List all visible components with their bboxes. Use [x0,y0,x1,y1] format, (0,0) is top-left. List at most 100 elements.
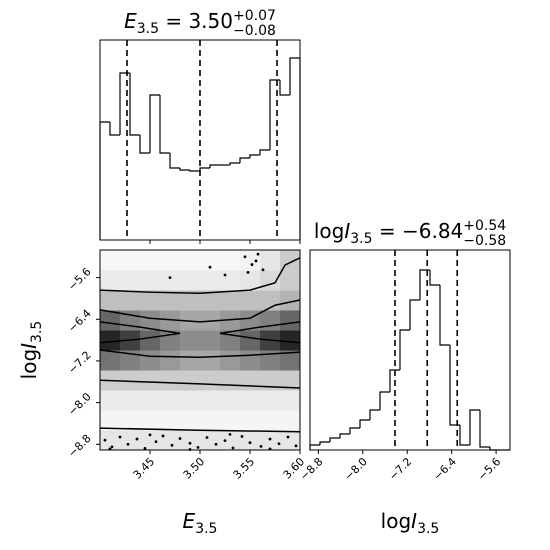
label-prefix: log [381,509,412,533]
hist-step [199,167,210,171]
density-cell [200,390,221,411]
sample-point [208,265,212,269]
hist-step [159,95,170,154]
density-cell [240,290,261,311]
density-cell [280,270,301,291]
hist-step [179,168,190,171]
hist-step [169,153,180,169]
y-tick-label: −8.0 [66,390,94,418]
sample-point [223,439,227,443]
label-symbol: I [344,219,350,243]
density-cell [160,250,181,271]
x-axis-label: E3.5 [183,509,218,537]
sample-point [214,442,218,446]
density-cell [120,430,141,451]
hist-step [239,157,250,163]
density-cell [260,270,281,291]
label-prefix: log [17,349,41,380]
density-cell [160,270,181,291]
label-symbol: I [411,509,417,533]
contour [99,379,301,389]
density-cell [140,370,161,391]
label-symbol: E [124,9,137,33]
density-cell [280,310,301,331]
sample-point [103,438,107,442]
hist-step [229,162,240,165]
hist-step [459,425,470,446]
label-subscript: 3.5 [137,21,159,37]
hist-step [429,270,440,286]
density-cell [200,370,221,391]
hist-step [329,437,340,442]
density-cell [260,410,281,431]
density-cell [240,430,261,451]
density-cell [120,250,141,271]
sample-point [154,440,158,444]
density-cell [200,290,221,311]
x-tick-label: −7.2 [386,455,414,483]
density-cell [160,390,181,411]
density-cell [280,370,301,391]
sample-point [256,252,260,256]
x-tick-label: 3.50 [181,455,208,482]
hist-step [399,329,410,370]
sample-point [126,442,130,446]
density-cell [180,370,201,391]
y-tick-label: −7.2 [66,349,94,377]
density-cell [220,350,241,371]
panel-title: logI3.5 = −6.84+0.54 −0.58 [314,218,506,249]
sample-point [205,436,209,439]
density-cell [200,410,221,431]
density-cell [120,270,141,291]
density-cell [240,350,261,371]
density-cell [200,330,221,351]
sample-point [231,446,235,450]
density-cell [180,390,201,411]
density-cell [140,310,161,331]
sample-point [170,443,174,447]
density-cell [220,290,241,311]
density-cell [160,350,181,371]
density-cell [220,270,241,291]
density-cell [140,330,161,351]
label-value: = 3.50 [159,9,233,33]
sample-point [294,444,298,448]
density-cell [160,370,181,391]
contour [99,299,301,323]
density-cell [140,350,161,371]
label-prefix: log [314,219,345,243]
hist-step [409,299,420,330]
density-cell [140,270,161,291]
x-tick-label: −8.0 [342,455,370,483]
hist-step [259,149,270,155]
density-cell [180,250,201,271]
hist-step [369,409,380,420]
density-cell [280,290,301,311]
density-cell [140,430,161,451]
sample-point [268,437,272,441]
density-cell [100,330,121,351]
density-cell [240,330,261,351]
density-cell [100,410,121,431]
hist-step [209,164,220,168]
density-cell [260,390,281,411]
hist-step [139,135,150,154]
hist-step [269,79,280,150]
hist-step [349,427,360,434]
density-cell [200,270,221,291]
axes-frame [309,249,511,451]
sample-point [286,435,290,439]
density-cell [280,350,301,371]
label-value: = −6.84 [373,219,464,243]
sample-point [228,432,232,436]
hist-step [289,57,301,240]
sample-point [188,441,192,445]
label-subscript: 3.5 [350,231,372,247]
hist-step [469,409,480,445]
density-cell [280,330,301,351]
hist-step [149,94,160,153]
sample-point [250,263,254,266]
density-cell [260,350,281,371]
sample-point [196,445,200,449]
